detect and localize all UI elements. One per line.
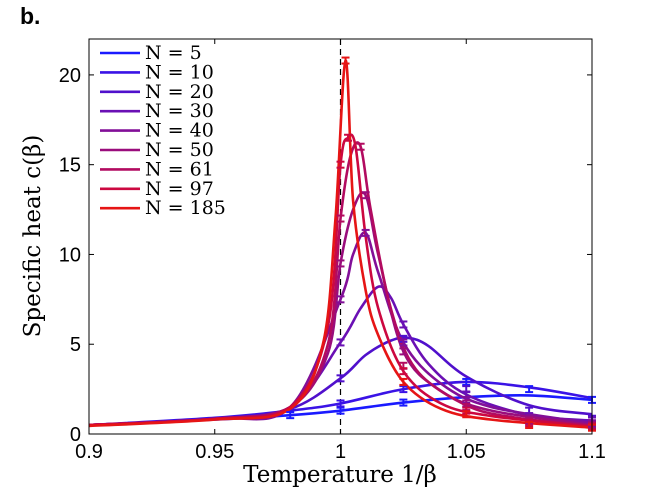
error-bar-marker [361,228,370,237]
legend-label-0: N = 5 [145,42,202,64]
error-bar-marker [344,133,353,142]
marker-layer [286,56,596,432]
error-bar-marker [286,411,295,420]
legend: N = 5N = 10N = 20N = 30N = 40N = 50N = 6… [100,42,226,219]
error-bar-marker [361,191,370,200]
x-tick-label: 0.9 [75,441,103,463]
error-bar-marker [336,214,345,223]
legend-label-2: N = 20 [145,81,214,103]
x-tick-label: 1.05 [447,441,486,463]
legend-label-8: N = 185 [145,197,226,219]
error-bar-marker [525,421,534,430]
panel-label: b. [20,3,40,29]
error-bar-marker [462,377,471,386]
legend-label-6: N = 61 [145,158,214,180]
error-bar-marker [341,56,350,65]
legend-label-4: N = 40 [145,120,214,142]
x-axis-label: Temperature 1/β [243,462,437,488]
legend-label-5: N = 50 [145,139,214,161]
error-bar-marker [399,367,408,376]
y-tick-label: 15 [59,155,81,177]
error-bar-marker [399,398,408,407]
error-bar-marker [336,406,345,415]
error-bar-marker [399,347,408,356]
error-bar-marker [462,410,471,419]
error-bar-marker [399,320,408,329]
error-bar-marker [399,385,408,394]
x-tick-label: 0.95 [195,441,234,463]
error-bar-marker [336,399,345,408]
y-tick-label: 20 [59,65,81,87]
series-line-8 [89,59,592,430]
error-bar-marker [356,142,365,151]
legend-label-1: N = 10 [145,61,214,83]
legend-label-7: N = 97 [145,178,214,200]
error-bar-marker [336,374,345,383]
error-bar-marker [525,385,534,394]
y-axis-label: Specific heat c(β) [20,135,46,338]
series-layer [89,59,592,430]
legend-label-3: N = 30 [145,100,214,122]
error-bar-marker [336,259,345,268]
tick-layer: 0.9 0.95 1 1.05 1.1 0 5 10 15 20 [59,39,606,463]
x-tick-label: 1 [335,441,346,463]
x-tick-label: 1.1 [578,441,606,463]
error-bar-marker [336,295,345,304]
error-bar-marker [336,338,345,347]
y-tick-label: 0 [70,424,81,446]
y-tick-label: 5 [70,334,81,356]
error-bar-marker [399,377,408,386]
error-bar-marker [399,338,408,347]
y-tick-label: 10 [59,244,81,266]
error-bar-marker [336,160,345,169]
